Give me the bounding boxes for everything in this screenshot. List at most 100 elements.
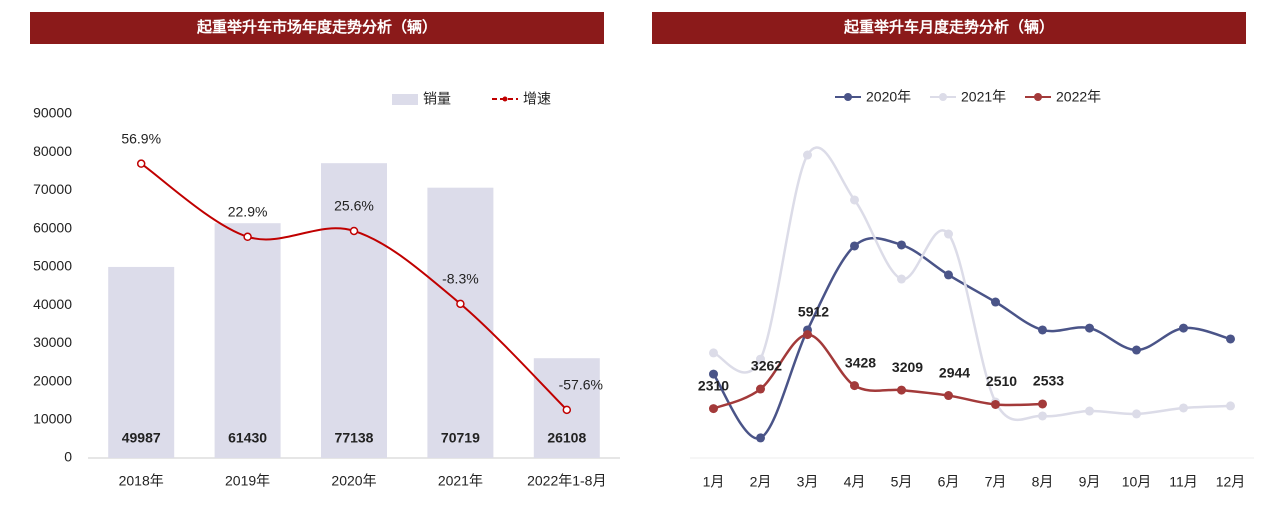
legend-marker bbox=[939, 93, 947, 101]
x-tick-label: 2018年 bbox=[119, 473, 164, 489]
x-tick-label: 2021年 bbox=[438, 473, 483, 489]
point bbox=[1226, 334, 1235, 344]
x-tick-label: 10月 bbox=[1122, 474, 1152, 490]
title-bar bbox=[30, 12, 604, 44]
point bbox=[1085, 323, 1094, 333]
chart-title: 起重举升车市场年度走势分析（辆） bbox=[196, 18, 437, 36]
bar bbox=[427, 187, 494, 458]
point bbox=[850, 241, 859, 251]
data-label: -8.3% bbox=[442, 271, 479, 287]
y-tick-label: 90000 bbox=[33, 105, 72, 121]
point bbox=[1132, 345, 1141, 355]
point bbox=[136, 159, 146, 168]
data-label: 25.6% bbox=[334, 198, 374, 214]
point bbox=[897, 274, 906, 284]
y-tick-label: 10000 bbox=[33, 410, 72, 426]
data-label: 2510 bbox=[986, 373, 1017, 389]
point bbox=[1038, 411, 1047, 421]
point bbox=[897, 240, 906, 250]
point bbox=[456, 299, 465, 309]
legend-label: 销量 bbox=[423, 91, 451, 107]
y-tick-label: 40000 bbox=[33, 296, 72, 312]
y-tick-label: 50000 bbox=[33, 258, 72, 274]
point bbox=[756, 384, 765, 394]
line bbox=[713, 333, 1043, 410]
point bbox=[756, 433, 765, 443]
line bbox=[712, 236, 1231, 440]
legend-label: 2020年 bbox=[866, 89, 911, 105]
y-tick-label: 30000 bbox=[33, 334, 72, 350]
x-tick-label: 6月 bbox=[938, 474, 960, 490]
point bbox=[709, 348, 718, 358]
y-tick-label: 20000 bbox=[33, 372, 72, 388]
data-label: 2533 bbox=[1033, 373, 1064, 389]
legend-marker bbox=[844, 93, 852, 101]
data-label: 26108 bbox=[547, 430, 586, 446]
point bbox=[349, 226, 359, 236]
x-tick-label: 4月 bbox=[844, 474, 866, 490]
legend-marker bbox=[502, 96, 508, 102]
data-label: 3262 bbox=[751, 358, 782, 374]
point bbox=[1085, 406, 1094, 416]
legend-marker bbox=[1034, 93, 1042, 101]
data-label: 61430 bbox=[228, 430, 267, 446]
y-tick-label: 60000 bbox=[33, 219, 72, 235]
chart-title: 起重举升车月度走势分析（辆） bbox=[843, 18, 1054, 36]
point bbox=[850, 195, 859, 205]
legend-label: 2022年 bbox=[1056, 89, 1101, 105]
point bbox=[944, 391, 953, 401]
data-label: 70719 bbox=[441, 430, 480, 446]
point bbox=[709, 369, 718, 379]
x-tick-label: 12月 bbox=[1216, 474, 1246, 490]
x-tick-label: 11月 bbox=[1169, 474, 1198, 490]
point bbox=[897, 385, 906, 395]
x-tick-label: 9月 bbox=[1079, 474, 1101, 490]
data-label: 3428 bbox=[845, 354, 876, 370]
data-label: 49987 bbox=[122, 430, 161, 446]
x-tick-label: 2019年 bbox=[225, 473, 270, 489]
point bbox=[1226, 401, 1235, 411]
point bbox=[850, 381, 859, 391]
x-tick-label: 2022年1-8月 bbox=[527, 473, 606, 489]
legend-swatch bbox=[392, 94, 418, 105]
data-label: 5912 bbox=[798, 303, 829, 319]
point bbox=[803, 150, 812, 160]
x-tick-label: 8月 bbox=[1032, 474, 1054, 490]
bar bbox=[214, 223, 281, 458]
data-label: 22.9% bbox=[228, 203, 268, 219]
x-tick-label: 1月 bbox=[703, 474, 725, 490]
data-label: 77138 bbox=[335, 430, 374, 446]
point bbox=[1038, 325, 1047, 335]
point bbox=[709, 404, 718, 414]
point bbox=[991, 297, 1000, 307]
point bbox=[1179, 323, 1188, 333]
point bbox=[1132, 409, 1141, 419]
point bbox=[803, 330, 812, 340]
point bbox=[1179, 403, 1188, 413]
point bbox=[1038, 399, 1047, 409]
data-label: 56.9% bbox=[121, 130, 161, 146]
bar bbox=[108, 266, 175, 458]
data-label: -57.6% bbox=[559, 377, 603, 393]
y-tick-label: 70000 bbox=[33, 181, 72, 197]
data-label: 2310 bbox=[698, 377, 729, 393]
y-tick-label: 0 bbox=[64, 449, 72, 465]
point bbox=[756, 354, 765, 364]
x-tick-label: 5月 bbox=[891, 474, 913, 490]
y-tick-label: 80000 bbox=[33, 143, 72, 159]
legend-label: 2021年 bbox=[961, 89, 1006, 105]
point bbox=[562, 405, 572, 415]
x-tick-label: 3月 bbox=[797, 474, 819, 490]
bar bbox=[321, 163, 387, 458]
x-tick-label: 2020年 bbox=[331, 473, 376, 489]
point bbox=[944, 270, 953, 280]
point bbox=[991, 399, 1000, 409]
legend-label: 增速 bbox=[523, 91, 551, 107]
point bbox=[243, 232, 252, 242]
point bbox=[944, 229, 953, 239]
x-tick-label: 7月 bbox=[985, 474, 1007, 490]
x-tick-label: 2月 bbox=[750, 474, 772, 490]
title-bar bbox=[652, 12, 1246, 44]
data-label: 3209 bbox=[892, 359, 923, 375]
